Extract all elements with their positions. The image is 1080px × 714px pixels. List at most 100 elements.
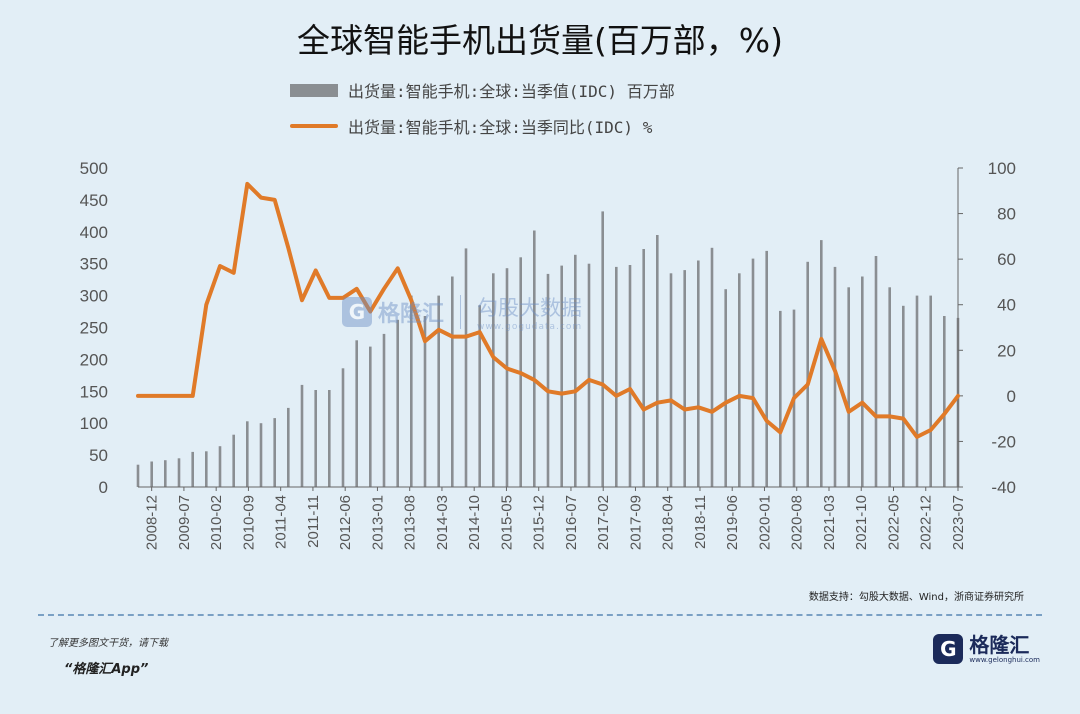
bar-2021Q3	[847, 287, 850, 487]
bar-2011Q3	[300, 384, 304, 487]
legend-label-shipments: 出货量:智能手机:全球:当季值(IDC) 百万部	[348, 82, 675, 101]
brand-text: 格隆汇 www.gelonghui.com	[969, 634, 1040, 664]
x-tick-label: 2018-04	[660, 495, 677, 550]
bar-2023Q1	[929, 295, 932, 487]
bar-2016Q3	[574, 254, 577, 487]
bar-2022Q1	[874, 256, 878, 487]
y-left-tick-label: 300	[80, 287, 108, 306]
bar-2010Q3	[246, 421, 249, 487]
watermark-url: www.gogudata.com	[477, 322, 583, 332]
source-note: 数据支持：勾股大数据、Wind，浙商证券研究所	[808, 592, 1024, 603]
x-tick-label: 2020-08	[789, 495, 806, 550]
bar-2012Q1	[328, 390, 331, 487]
watermark-secondary: 勾股大数据 www.gogudata.com	[477, 292, 582, 332]
legend-item-yoy: 出货量:智能手机:全球:当季同比(IDC) %	[290, 114, 652, 138]
watermark-divider	[460, 295, 462, 329]
watermark-name2: 勾股大数据	[477, 296, 583, 320]
x-tick-label: 2023-07	[950, 495, 967, 550]
x-tick-label: 2017-02	[595, 495, 612, 550]
bar-2010Q4	[259, 423, 263, 487]
y-left-tick-label: 250	[80, 319, 108, 338]
x-tick-label: 2013-01	[369, 495, 386, 550]
bar-2015Q2	[505, 268, 509, 487]
chart-canvas: 0 50 100 150 200 250 300 350 400 450 500 -40 -20 0 20 4…	[80, 159, 1016, 550]
bar-2014Q2	[451, 276, 454, 487]
x-tick-label: 2013-08	[402, 495, 419, 550]
x-tick-label: 2014-10	[466, 495, 483, 550]
y-left-tick-label: 0	[99, 478, 108, 497]
bar-2016Q4	[587, 263, 591, 487]
legend-swatch-bar	[290, 83, 338, 97]
bar-2015Q4	[533, 230, 536, 487]
bar-2020Q4	[806, 261, 809, 487]
y-left-tick-label: 50	[89, 446, 108, 465]
y-left-tick-label: 400	[80, 223, 108, 242]
bar-2018Q1	[656, 235, 659, 487]
y-right-tick-label: 0	[1007, 387, 1016, 406]
y-left-tick-label: 150	[80, 382, 108, 401]
bar-2019Q1	[710, 247, 714, 488]
brand-logo[interactable]: G 格隆汇 www.gelonghui.com	[933, 634, 1040, 664]
tick-labels: 0 50 100 150 200 250 300 350 400 450 500 -40 -20 0 20 4…	[80, 159, 1016, 550]
bar-2016Q1	[546, 273, 550, 487]
x-tick-label: 2022-05	[886, 495, 903, 550]
bar-2023Q2	[943, 316, 946, 487]
x-tick-label: 2009-07	[176, 495, 193, 550]
bar-series	[136, 211, 960, 488]
bar-2019Q2	[724, 289, 727, 487]
bar-2017Q2	[615, 266, 618, 487]
x-tick-label: 2016-07	[563, 495, 580, 550]
brand-logo-icon: G	[933, 634, 964, 664]
bar-2016Q2	[560, 265, 563, 487]
y-right-tick-label: 80	[997, 205, 1016, 224]
bar-2012Q4	[369, 346, 372, 487]
y-right-tick-label: 60	[997, 250, 1016, 269]
bar-2017Q3	[628, 265, 632, 487]
x-tick-label: 2010-02	[208, 495, 225, 550]
bar-2019Q4	[751, 258, 755, 487]
x-tick-label: 2019-06	[724, 495, 741, 550]
bar-2015Q1	[492, 273, 495, 487]
promo-app-name[interactable]: “格隆汇App”	[64, 662, 149, 677]
dashed-divider	[38, 614, 1042, 616]
bar-2010Q2	[232, 434, 235, 487]
x-tick-label: 2018-11	[692, 495, 709, 549]
bar-2009Q4	[205, 451, 208, 487]
brand-url: www.gelonghui.com	[969, 656, 1040, 664]
yoy-line	[136, 181, 960, 439]
legend-swatch-line	[290, 124, 338, 128]
bar-2011Q1	[273, 418, 276, 487]
bar-2013Q3	[410, 295, 413, 487]
x-tick-label: 2008-12	[144, 495, 161, 550]
x-tick-label: 2015-05	[499, 495, 516, 550]
bar-2019Q3	[738, 273, 741, 487]
bar-2017Q4	[642, 249, 645, 487]
bar-2013Q4	[423, 316, 427, 487]
bar-2008Q3	[136, 464, 140, 487]
chart-title: 全球智能手机出货量(百万部，%)	[296, 21, 784, 60]
bar-2018Q3	[683, 270, 686, 487]
bar-2020Q1	[765, 250, 768, 487]
watermark-logo-icon: G	[342, 297, 372, 327]
bar-2018Q2	[669, 273, 673, 487]
watermark-name: 格隆汇	[378, 302, 445, 327]
y-right-tick-label: -40	[991, 478, 1016, 497]
y-left-tick-label: 100	[80, 414, 108, 433]
x-tick-label: 2012-06	[337, 495, 354, 550]
bar-2021Q1	[820, 240, 823, 487]
bar-2009Q3	[191, 451, 194, 487]
bar-2013Q2	[396, 319, 399, 487]
y-right-tick-label: 100	[988, 159, 1016, 178]
bar-2008Q4	[150, 461, 153, 487]
bar-2009Q1	[164, 460, 167, 487]
bar-2022Q3	[902, 305, 905, 487]
bar-2010Q1	[218, 446, 222, 487]
x-tick-label: 2021-10	[853, 495, 870, 550]
watermark: G 格隆汇 勾股大数据 www.gogudata.com	[342, 292, 582, 332]
bar-2011Q2	[287, 407, 290, 487]
y-left-tick-label: 200	[80, 350, 108, 369]
x-tick-label: 2017-09	[628, 495, 645, 550]
bar-2012Q2	[341, 368, 345, 487]
y-right-tick-label: 40	[997, 296, 1016, 315]
bar-2022Q4	[915, 295, 919, 487]
